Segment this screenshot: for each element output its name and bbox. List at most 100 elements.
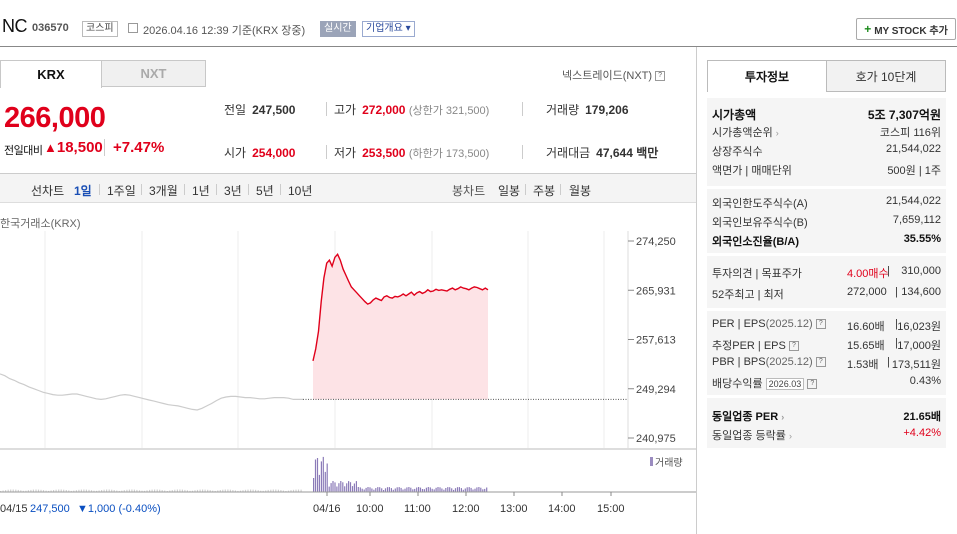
est-sep: |: [895, 337, 898, 349]
tab-period-1w[interactable]: 1주일: [107, 184, 136, 198]
volume-bar: [342, 482, 344, 492]
tab-candle-monthly[interactable]: 월봉: [569, 184, 592, 198]
volume-bar: [470, 487, 472, 492]
volume-bar: [449, 487, 451, 492]
help-icon[interactable]: ?: [655, 71, 666, 82]
info-per-eps: PER | EPS(2025.12) ? 16.60배 | 16,023원: [712, 318, 941, 333]
volume-bar: [381, 488, 383, 492]
volume-bar: [50, 490, 52, 492]
x-tick-label: 15:00: [597, 503, 625, 515]
volume-bar: [458, 487, 460, 492]
triangle-up-icon: ▲: [44, 140, 57, 155]
volume-bar: [247, 489, 249, 492]
tab-period-3m[interactable]: 3개월: [149, 184, 178, 198]
add-mystock-button[interactable]: + MY STOCK 추가: [856, 18, 956, 40]
info-marketcap-rank[interactable]: 시가총액순위 › 코스피 116위: [712, 127, 941, 139]
help-icon[interactable]: ?: [815, 319, 826, 330]
company-info-button[interactable]: 기업개요 ▾: [362, 21, 415, 37]
volume-bar: [138, 490, 141, 492]
volume-bar: [194, 490, 196, 492]
pbr-sep: |: [887, 356, 890, 368]
tab-period-1d[interactable]: 1일: [74, 184, 92, 198]
volume-bar: [472, 489, 474, 492]
volume-bar: [478, 487, 480, 492]
chart-footer: 04/15 247,500 ▼1,000 (-0.40%): [0, 503, 161, 515]
volume-bar: [348, 481, 350, 492]
volume-bar: [476, 487, 478, 492]
volume-bar: [412, 489, 414, 492]
volume-bar: [346, 483, 348, 492]
volume-bar: [42, 490, 45, 492]
volume-bar: [234, 490, 236, 492]
volume-bar: [239, 490, 242, 492]
volume-bar: [154, 489, 156, 492]
help-icon[interactable]: ?: [807, 379, 818, 390]
volume-bar: [5, 490, 7, 492]
stat-divider: [522, 145, 523, 159]
info-sector-per[interactable]: 동일업종 PER › 21.65배: [712, 411, 941, 423]
volume-bar: [73, 490, 75, 492]
volume-bar: [48, 490, 50, 492]
volume-bar: [151, 489, 153, 492]
volume-bar: [441, 488, 443, 492]
tab-candle-weekly[interactable]: 주봉: [533, 184, 556, 198]
volume-bar: [437, 487, 439, 492]
volume-bar: [375, 488, 377, 492]
volume-bar: [65, 490, 67, 492]
tab-period-5y[interactable]: 5년: [256, 184, 274, 198]
tab-period-10y[interactable]: 10년: [288, 184, 313, 198]
volume-bar: [202, 489, 204, 492]
help-icon[interactable]: ?: [815, 357, 826, 368]
volume-bar: [439, 487, 441, 492]
x-tick-label: 13:00: [500, 503, 528, 515]
volume-bar: [98, 490, 100, 492]
today-price-line: [312, 253, 489, 362]
price-chart[interactable]: 274,250 265,931 257,613 249,294 240,975 04/1…: [0, 203, 696, 534]
volume-bar: [219, 490, 221, 492]
tab-nxt[interactable]: NXT: [101, 60, 206, 87]
stat-high: 고가 272,000 (상한가 321,500): [334, 103, 490, 117]
volume-bar: [141, 490, 143, 492]
volume-bar: [290, 490, 292, 492]
info-est-per-eps: 추정PER | EPS ? 15.65배 | 17,000원: [712, 337, 941, 352]
tab-candle-daily[interactable]: 일봉: [498, 184, 521, 198]
tab-krx[interactable]: KRX: [0, 60, 102, 88]
x-tick-label: 10:00: [356, 503, 384, 515]
volume-bar: [419, 487, 422, 492]
info-52w-range: 52주최고 | 최저 272,000 | 134,600: [712, 286, 941, 301]
volume-bar: [111, 489, 113, 492]
stock-code: 036570: [32, 22, 69, 34]
volume-bar: [468, 487, 470, 492]
tab-sep: [280, 184, 281, 195]
volume-bar: [244, 489, 247, 492]
volume-bar: [272, 489, 274, 492]
realtime-button[interactable]: 실시간: [320, 21, 356, 37]
volume-bar: [332, 481, 334, 492]
volume-bar: [184, 489, 186, 492]
volume-legend: 거래량: [655, 457, 683, 469]
info-sector-change[interactable]: 동일업종 등락률 › +4.42%: [712, 427, 941, 442]
volume-bar: [336, 486, 338, 492]
volume-bar: [355, 481, 357, 492]
nxt-info[interactable]: 넥스트레이드(NXT) ?: [562, 67, 666, 83]
help-icon[interactable]: ?: [788, 341, 799, 352]
tab-period-1y[interactable]: 1년: [192, 184, 210, 198]
volume-bar: [101, 490, 103, 492]
volume-bar: [224, 489, 226, 492]
tab-sep: [248, 184, 249, 195]
volume-bar: [212, 490, 214, 492]
tab-period-3y[interactable]: 3년: [224, 184, 242, 198]
x-tick-label: 14:00: [548, 503, 576, 515]
volume-bar: [280, 490, 282, 492]
change-amount: ▲18,500: [44, 139, 103, 156]
volume-bar: [214, 490, 216, 492]
tab-sep: [141, 184, 142, 195]
tab-sep: [525, 184, 526, 195]
volume-bar: [320, 461, 322, 492]
volume-bar: [204, 489, 206, 492]
tab-order-book[interactable]: 호가 10단계: [826, 60, 946, 92]
tab-invest-info[interactable]: 투자정보: [707, 60, 827, 92]
chart-source: 한국거래소(KRX): [0, 218, 81, 230]
volume-bar: [314, 459, 317, 492]
volume-bar: [334, 482, 336, 492]
